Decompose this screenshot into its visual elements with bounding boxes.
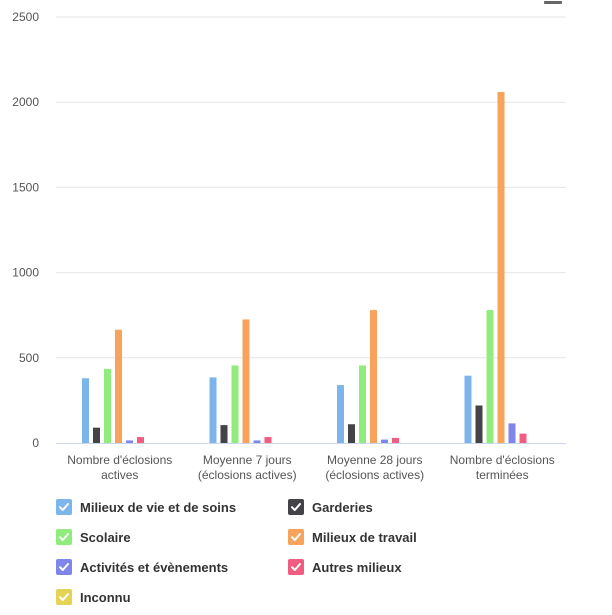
legend-label: Inconnu — [80, 589, 131, 605]
bar[interactable] — [82, 378, 89, 443]
bar[interactable] — [508, 423, 516, 443]
bar[interactable] — [337, 385, 344, 443]
x-category-label: Nombre d'éclosions terminées — [450, 453, 555, 482]
legend-item[interactable]: Inconnu — [56, 588, 288, 606]
bar[interactable] — [370, 310, 377, 443]
legend-item[interactable]: Milieux de vie et de soins — [56, 498, 288, 516]
bar[interactable] — [464, 375, 472, 443]
legend-item[interactable]: Scolaire — [56, 528, 288, 546]
bar[interactable] — [475, 405, 483, 443]
y-tick-label: 0 — [32, 436, 39, 450]
bar[interactable] — [392, 437, 399, 443]
chart-legend: Milieux de vie et de soins Garderies Scola… — [56, 498, 576, 606]
bar[interactable] — [359, 365, 366, 443]
legend-label: Activités et évènements — [80, 559, 229, 575]
bar[interactable] — [126, 440, 133, 443]
grid-lines — [56, 16, 566, 359]
bar[interactable] — [209, 377, 217, 443]
check-icon — [56, 529, 72, 545]
y-tick-label: 2500 — [12, 10, 39, 24]
bar[interactable] — [115, 329, 122, 443]
check-icon — [56, 589, 72, 605]
y-tick-label: 1000 — [12, 266, 39, 280]
bars — [82, 91, 527, 443]
bar[interactable] — [93, 427, 100, 443]
check-icon — [56, 559, 72, 575]
x-category-label: Nombre d'éclosions actives — [67, 453, 172, 482]
bar[interactable] — [242, 319, 250, 443]
legend-label: Milieux de travail — [312, 529, 417, 545]
legend-label: Scolaire — [80, 529, 131, 545]
legend-item[interactable]: Autres milieux — [288, 558, 528, 576]
y-tick-label: 1500 — [12, 180, 39, 194]
y-axis-tick-labels: 0 500 1000 1500 2000 2500 — [12, 10, 39, 450]
legend-item[interactable]: Activités et évènements — [56, 558, 288, 576]
check-icon — [288, 499, 304, 515]
check-icon — [288, 529, 304, 545]
hamburger-menu-icon[interactable] — [544, 0, 564, 6]
y-tick-label: 2000 — [12, 95, 39, 109]
bar[interactable] — [231, 365, 239, 443]
check-icon — [288, 559, 304, 575]
legend-label: Autres milieux — [312, 559, 402, 575]
y-tick-label: 500 — [19, 351, 39, 365]
bar[interactable] — [253, 440, 261, 443]
bar[interactable] — [486, 310, 494, 443]
bar[interactable] — [497, 91, 505, 443]
bar[interactable] — [519, 433, 527, 443]
bar[interactable] — [348, 424, 355, 443]
bar[interactable] — [264, 437, 272, 443]
check-icon — [56, 499, 72, 515]
x-axis-category-labels: Nombre d'éclosions actives Moyenne 7 jours… — [67, 453, 555, 482]
bar[interactable] — [137, 437, 144, 443]
bar[interactable] — [104, 368, 111, 443]
legend-label: Garderies — [312, 499, 373, 515]
legend-item[interactable]: Garderies — [288, 498, 528, 516]
x-category-label: Moyenne 7 jours (éclosions actives) — [198, 453, 297, 482]
bar[interactable] — [220, 425, 228, 443]
x-category-label: Moyenne 28 jours (éclosions actives) — [325, 453, 424, 482]
legend-item[interactable]: Milieux de travail — [288, 528, 528, 546]
legend-label: Milieux de vie et de soins — [80, 499, 237, 515]
bar[interactable] — [381, 439, 388, 443]
